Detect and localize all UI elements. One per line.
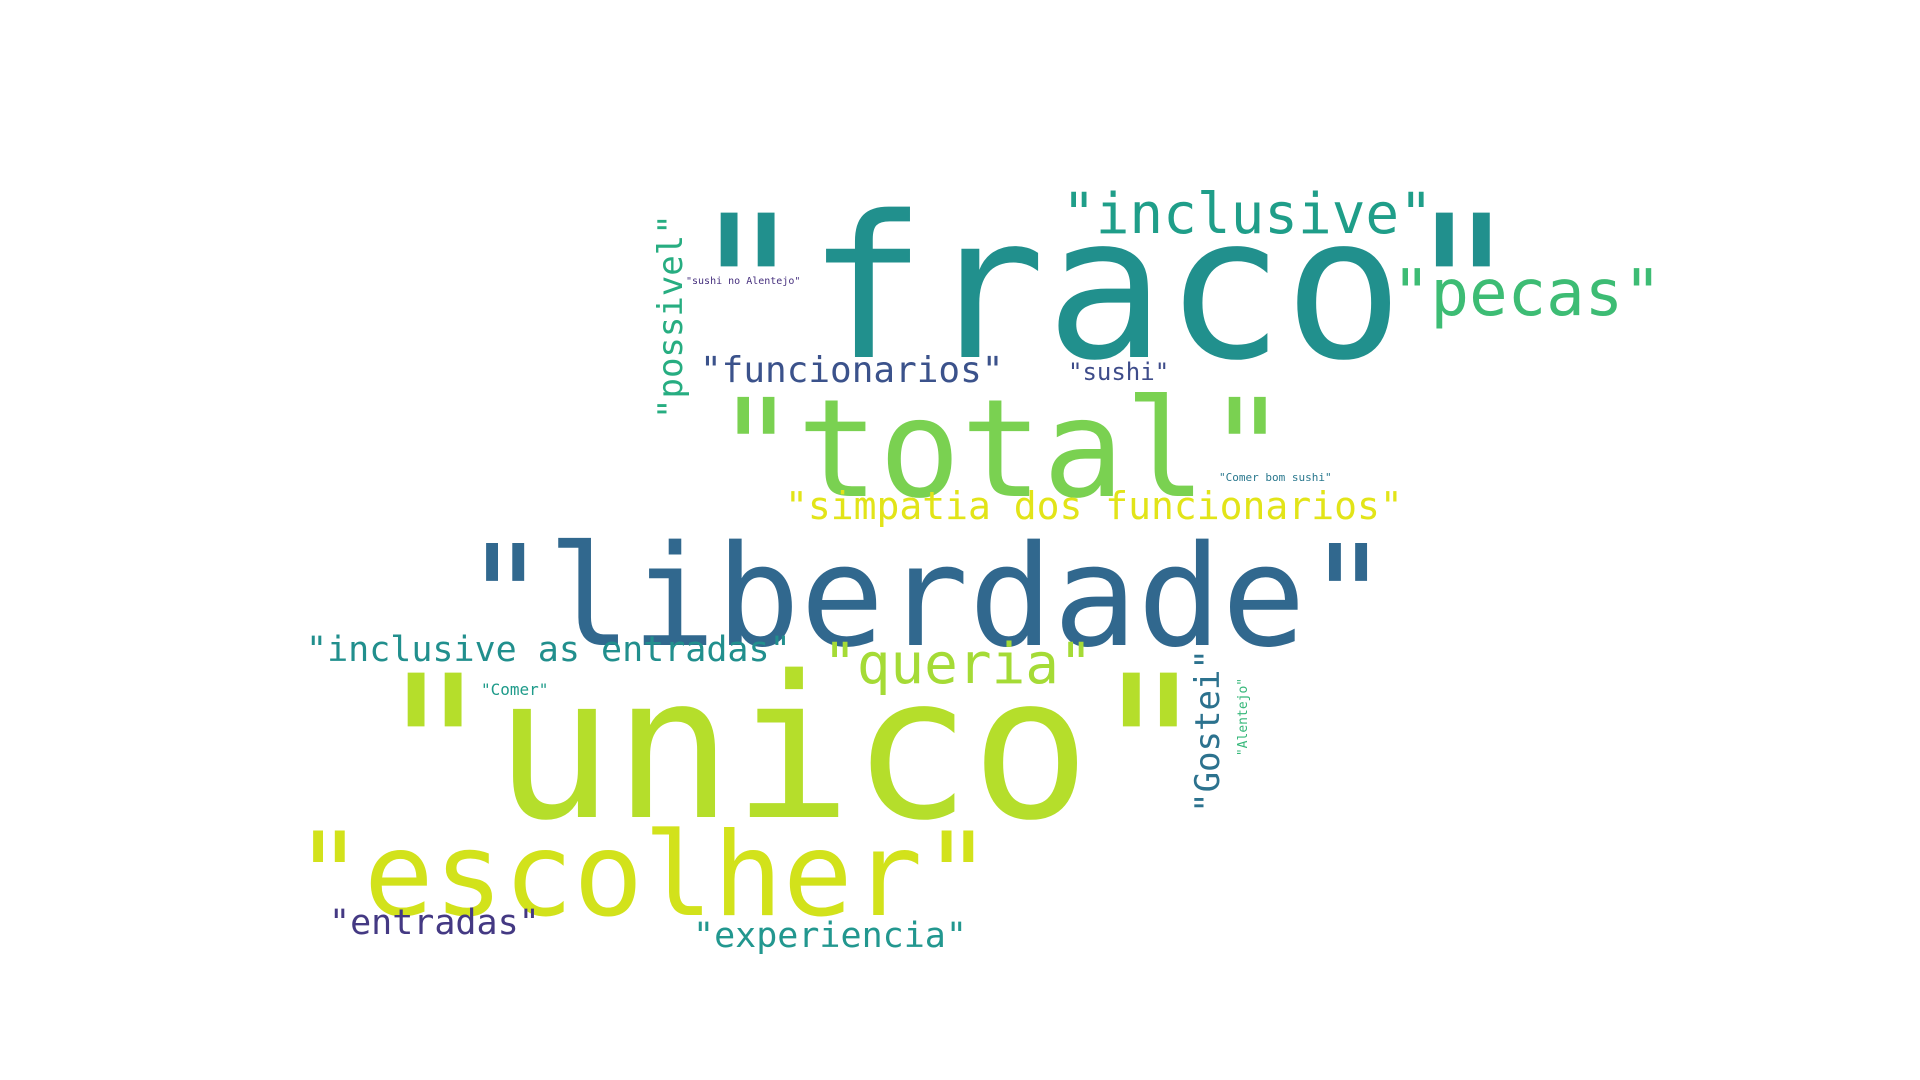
word-sushi: "sushi" <box>1068 358 1170 386</box>
word-experiencia: "experiencia" <box>693 916 967 956</box>
word-liberdade: "liberdade" <box>463 516 1391 679</box>
word-inclusive: "inclusive" <box>1062 182 1433 247</box>
word-unico: "unico" <box>375 633 1210 864</box>
word-funcionarios: "funcionarios" <box>700 350 1004 391</box>
word-escolher: "escolher" <box>294 808 993 943</box>
word-comer-bom-sushi: "Comer bom sushi" <box>1219 471 1332 484</box>
word-fraco: "fraco" <box>688 173 1523 404</box>
word-queria: "queria" <box>823 632 1093 697</box>
word-simpatia-dos-funcionarios: "simpatia dos funcionarios" <box>785 484 1403 528</box>
word-entradas: "entradas" <box>329 903 540 943</box>
word-comer: "Comer" <box>481 680 549 699</box>
word-inclusive-as-entradas: "inclusive as entradas" <box>306 630 791 670</box>
word-sushi-no-alentejo: "sushi no Alentejo" <box>686 276 801 287</box>
word-possivel: "possivel" <box>651 214 691 419</box>
word-total: "total" <box>715 371 1289 529</box>
word-pecas: "pecas" <box>1392 257 1662 331</box>
word-alentejo: "Alentejo" <box>1236 677 1251 757</box>
